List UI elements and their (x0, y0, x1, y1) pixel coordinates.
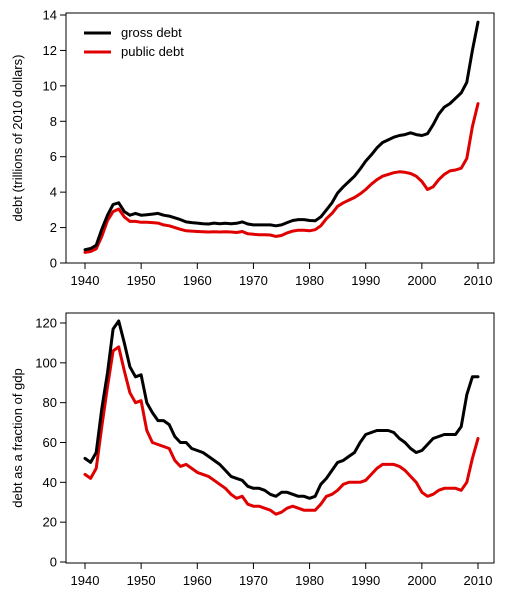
y-tick-label: 12 (43, 43, 57, 58)
y-tick-label: 80 (43, 395, 57, 410)
x-tick-label: 2010 (464, 573, 493, 588)
bottom-plot-frame (65, 312, 495, 564)
series-line-gross-debt (83, 319, 480, 500)
top-y-axis-label: debt (trillions of 2010 dollars) (10, 55, 25, 222)
y-tick-label: 0 (50, 256, 57, 271)
legend-label-gross-debt: gross debt (121, 25, 182, 40)
series-line-gross-debt (83, 20, 480, 252)
legend-label-public-debt: public debt (121, 44, 184, 59)
y-tick-label: 8 (50, 114, 57, 129)
x-tick-label: 1950 (127, 273, 156, 288)
x-tick-label: 1940 (71, 273, 100, 288)
x-tick-label: 1970 (239, 573, 268, 588)
x-tick-label: 2000 (407, 273, 436, 288)
y-tick-label: 2 (50, 220, 57, 235)
y-tick-label: 14 (43, 8, 57, 23)
series-line-public-debt (83, 345, 480, 516)
bottom-x-axis: 1940 1950 1960 1970 1980 1990 2000 2010 (71, 563, 493, 588)
x-tick-label: 1940 (71, 573, 100, 588)
y-tick-label: 60 (43, 435, 57, 450)
top-x-axis: 1940 1950 1960 1970 1980 1990 2000 2010 (71, 263, 493, 288)
legend: gross debt public debt (84, 25, 184, 59)
top-series-lines (83, 20, 480, 254)
x-tick-label: 1980 (295, 573, 324, 588)
x-tick-label: 1990 (351, 573, 380, 588)
x-tick-label: 1960 (183, 573, 212, 588)
y-tick-label: 4 (50, 185, 57, 200)
bottom-y-axis: 0 20 40 60 80 100 120 (35, 316, 66, 570)
bottom-chart: 0 20 40 60 80 100 120 1940 1950 1960 1970 1980 1990… (10, 312, 495, 588)
y-tick-label: 100 (35, 355, 57, 370)
x-tick-label: 1950 (127, 573, 156, 588)
y-tick-label: 6 (50, 149, 57, 164)
top-chart: 0 2 4 6 8 10 12 14 1940 1950 1960 1970 1980 1990 2000… (10, 8, 495, 288)
y-tick-label: 20 (43, 515, 57, 530)
y-tick-label: 0 (50, 555, 57, 570)
x-tick-label: 1960 (183, 273, 212, 288)
top-plot-frame (65, 12, 495, 264)
x-tick-label: 2000 (407, 573, 436, 588)
series-line-public-debt (83, 102, 480, 254)
top-y-axis: 0 2 4 6 8 10 12 14 (43, 8, 66, 271)
x-tick-label: 2010 (464, 273, 493, 288)
y-tick-label: 10 (43, 78, 57, 93)
x-tick-label: 1970 (239, 273, 268, 288)
bottom-series-lines (83, 319, 480, 516)
bottom-y-axis-label: debt as a fraction of gdp (10, 368, 25, 507)
y-tick-label: 40 (43, 475, 57, 490)
x-tick-label: 1980 (295, 273, 324, 288)
x-tick-label: 1990 (351, 273, 380, 288)
y-tick-label: 120 (35, 316, 57, 331)
